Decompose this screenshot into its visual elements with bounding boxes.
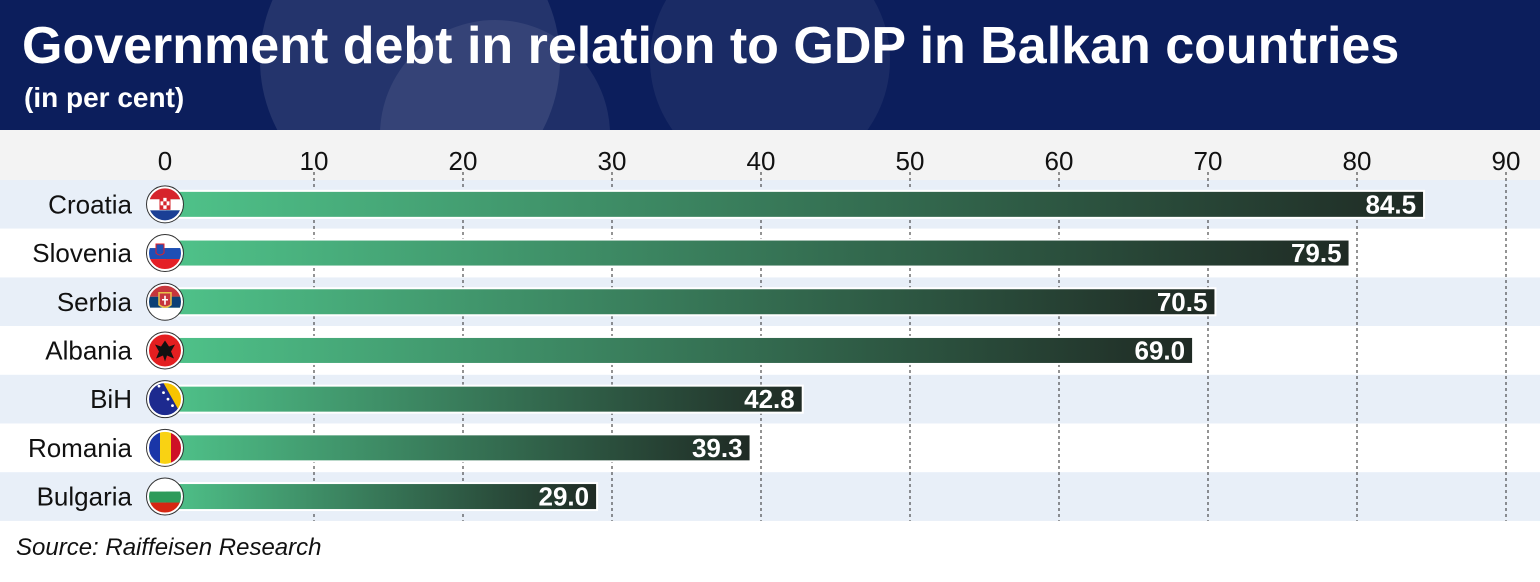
category-label: Bulgaria <box>37 482 133 512</box>
bar-chart: 0 10 20 30 40 50 60 70 80 90 84.5 79.5 70.5 69.0 42.8… <box>0 130 1540 521</box>
value-label: 84.5 <box>1365 189 1416 219</box>
category-label: Albania <box>45 335 132 365</box>
x-axis-ticks: 0 10 20 30 40 50 60 70 80 90 <box>158 146 1521 176</box>
value-label: 39.3 <box>692 433 743 463</box>
chart-header: Government debt in relation to GDP in Ba… <box>0 0 1540 130</box>
x-tick-label: 80 <box>1343 146 1372 176</box>
chart-title: Government debt in relation to GDP in Ba… <box>22 17 1400 75</box>
axis-label-strip <box>0 130 1540 180</box>
bars: 84.5 79.5 70.5 69.0 42.839.3 29.0 <box>164 189 1426 512</box>
x-tick-label: 90 <box>1492 146 1521 176</box>
value-label: 79.5 <box>1291 238 1342 268</box>
x-tick-label: 50 <box>896 146 925 176</box>
x-tick-label: 40 <box>747 146 776 176</box>
romania-flag-icon <box>146 428 184 467</box>
bar-albania <box>164 335 1195 365</box>
chart-subtitle: (in per cent) <box>24 82 185 113</box>
x-tick-label: 10 <box>300 146 329 176</box>
x-tick-label: 60 <box>1045 146 1074 176</box>
value-label: 42.8 <box>744 384 795 414</box>
bar-romania <box>164 433 752 463</box>
category-label: Romania <box>28 433 133 463</box>
value-label: 70.5 <box>1157 287 1208 317</box>
bar-slovenia <box>164 238 1351 268</box>
header-decoration-circle <box>650 0 890 130</box>
category-label: Croatia <box>48 189 132 219</box>
category-label: Slovenia <box>32 238 132 268</box>
bar-bih <box>164 384 804 414</box>
x-tick-label: 30 <box>598 146 627 176</box>
category-label: Serbia <box>57 287 133 317</box>
slovenia-flag-icon <box>146 234 184 273</box>
croatia-flag-icon <box>146 185 184 224</box>
bar-serbia <box>164 287 1217 317</box>
category-labels: Croatia Slovenia Serbia Albania BiH Romania Bu… <box>28 185 184 516</box>
bar-bulgaria <box>164 482 599 512</box>
serbia-flag-icon <box>146 282 184 321</box>
category-label: BiH <box>90 384 132 414</box>
albania-flag-icon <box>146 331 184 370</box>
x-tick-label: 70 <box>1194 146 1223 176</box>
x-tick-label: 0 <box>158 146 172 176</box>
bih-flag-icon <box>146 380 184 419</box>
bulgaria-flag-icon <box>146 477 184 516</box>
x-tick-label: 20 <box>449 146 478 176</box>
source-note: Source: Raiffeisen Research <box>16 534 322 561</box>
value-label: 69.0 <box>1134 335 1185 365</box>
bar-croatia <box>164 189 1426 219</box>
header-decoration-circle <box>260 0 560 130</box>
value-label: 29.0 <box>538 482 589 512</box>
